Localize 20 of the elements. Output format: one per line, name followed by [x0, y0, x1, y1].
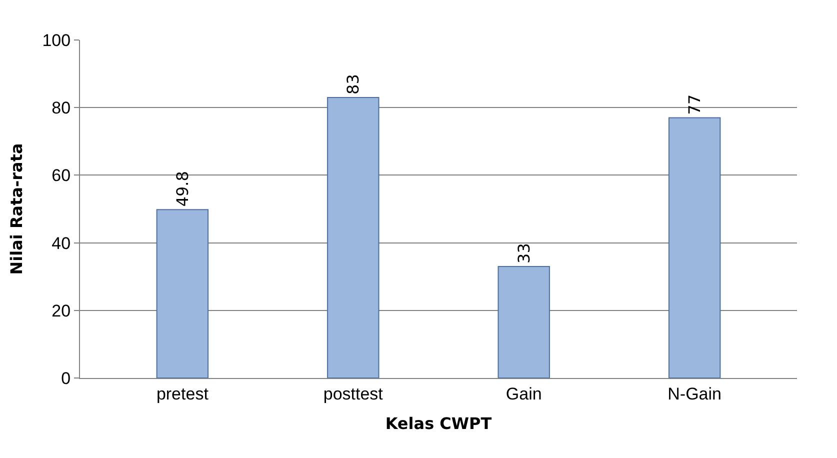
x-axis-title: Kelas CWPT	[385, 414, 492, 434]
y-tick-label: 40	[52, 234, 71, 253]
y-tick-label: 60	[52, 166, 71, 186]
x-tick-label: Gain	[506, 384, 542, 404]
y-tick-label: 80	[52, 98, 71, 118]
bar	[327, 96, 380, 378]
data-label: 83	[344, 74, 363, 94]
x-tick-label: pretest	[156, 384, 209, 404]
y-tick-label: 20	[52, 301, 71, 320]
y-tick-label: 0	[61, 368, 71, 388]
bar	[498, 266, 550, 378]
x-tick-label: posttest	[323, 384, 384, 404]
bar	[668, 117, 721, 378]
data-label: 49.8	[172, 171, 192, 207]
y-axis-title: Nilai Rata-rata	[7, 143, 26, 275]
y-tick-label: 100	[42, 30, 71, 50]
data-label: 33	[514, 243, 534, 264]
data-label: 77	[685, 94, 704, 115]
bar	[156, 209, 209, 378]
x-tick-label: N-Gain	[668, 384, 722, 404]
